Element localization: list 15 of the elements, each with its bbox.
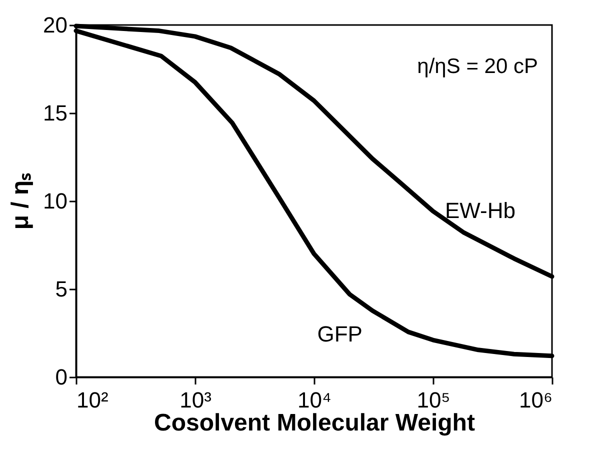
y-tick-label: 20: [43, 12, 68, 38]
series-label: GFP: [317, 321, 362, 346]
x-tick-label: 10³: [180, 388, 212, 412]
series-label: EW-Hb: [445, 198, 516, 224]
annotation: η/ηS = 20 cP: [417, 55, 538, 78]
y-tick-label: 15: [43, 100, 68, 126]
y-tick-label: 5: [55, 276, 68, 302]
x-axis-title: Cosolvent Molecular Weight: [154, 410, 475, 436]
y-tick-label: 0: [55, 364, 68, 390]
y-tick-label: 10: [43, 188, 68, 214]
x-tick-label: 10²: [76, 388, 108, 412]
x-tick-label: 10⁴: [298, 388, 332, 412]
x-tick-label: 10⁵: [416, 388, 450, 412]
y-axis-title: μ / ηₛ: [7, 172, 34, 230]
x-tick-label: 10⁶: [518, 388, 552, 412]
